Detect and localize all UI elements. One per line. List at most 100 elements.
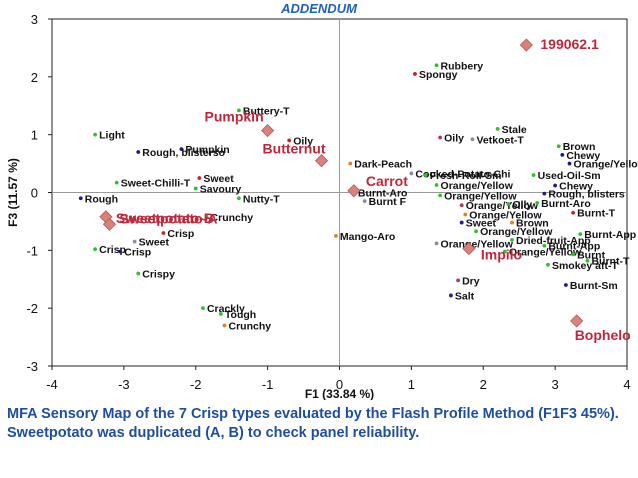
- attribute-label: Sweet-Chilli-T: [121, 178, 191, 190]
- x-tick-label: -4: [46, 377, 58, 392]
- product-marker: [519, 38, 533, 52]
- product-marker: [570, 314, 584, 328]
- attribute-point: [456, 278, 460, 283]
- attribute-label: Oily: [293, 135, 313, 147]
- attribute-label: Vetkoet-T: [476, 134, 524, 146]
- product-label: Sweetpotato-A: [120, 210, 218, 226]
- attribute-label: Crackly: [207, 303, 245, 315]
- attribute-point: [236, 196, 241, 201]
- mfa-sensory-map: -4 -3 -2 -1 0 1 2 3 4 3 2 1 0 -1 -2 -3 F1 (33.84 %) F3 (1…: [6, 12, 638, 400]
- attribute-point: [553, 183, 558, 188]
- attribute-point: [93, 247, 98, 252]
- attribute-point: [459, 220, 464, 225]
- x-tick-label: -1: [262, 377, 274, 392]
- attribute-point: [438, 135, 443, 140]
- attribute-label: Chewy: [566, 150, 600, 162]
- attribute-label: Rough, blisters: [548, 189, 625, 201]
- attribute-label: Dry: [462, 275, 480, 287]
- attribute-point: [474, 229, 478, 234]
- attribute-label: Burnt-Aro: [358, 188, 408, 200]
- product-label: Impilo: [481, 247, 522, 263]
- attribute-label: Orange/Yellow: [441, 180, 514, 192]
- attribute-point: [236, 108, 241, 113]
- attribute-point: [510, 220, 514, 225]
- attribute-label: Oily: [444, 133, 464, 145]
- attribute-label: Orange/Yellow: [509, 246, 582, 258]
- attribute-point: [287, 138, 292, 143]
- attribute-point: [510, 238, 514, 242]
- attribute-point: [201, 306, 205, 311]
- y-tick-label: -3: [26, 359, 38, 374]
- attribute-label: Spongy: [419, 69, 458, 81]
- x-tick-label: 0: [336, 377, 343, 392]
- attribute-label: Burnt F: [369, 196, 407, 208]
- product-label: Butternut: [263, 141, 326, 157]
- attribute-label: Light: [99, 130, 125, 142]
- attribute-label: Cooked-Potato-Chi: [415, 168, 510, 180]
- attribute-point: [470, 137, 475, 142]
- attribute-label: Orange/Yellow: [480, 226, 553, 238]
- attribute-point: [567, 161, 572, 166]
- attribute-point: [434, 63, 439, 68]
- attribute-label: Orange/Yellow: [441, 238, 514, 250]
- attribute-label: Orange/Yellow: [574, 159, 638, 171]
- attribute-point: [564, 283, 568, 287]
- attribute-point: [179, 147, 184, 152]
- product-marker: [347, 184, 361, 198]
- attribute-point: [434, 241, 439, 246]
- attribute-point: [193, 186, 198, 191]
- attribute-point: [542, 243, 547, 248]
- addendum-banner: ADDENDUM: [281, 1, 357, 16]
- attribute-point: [413, 72, 417, 76]
- attribute-point: [449, 293, 453, 298]
- attribute-label: Tough: [225, 309, 256, 321]
- attribute-point: [118, 249, 123, 254]
- x-tick-label: 2: [480, 377, 487, 392]
- y-tick-label: 2: [31, 70, 38, 85]
- attribute-point: [585, 258, 590, 263]
- attribute-point: [535, 201, 540, 205]
- attribute-label: Crunchy: [229, 321, 272, 333]
- attribute-point: [423, 173, 428, 178]
- attribute-point: [93, 132, 98, 137]
- x-tick-label: 1: [408, 377, 415, 392]
- attribute-label: Stale: [502, 124, 527, 136]
- product-label: 199062.1: [540, 36, 599, 52]
- attribute-label: Used-Oil-Sm: [538, 170, 601, 182]
- attribute-point: [114, 180, 119, 185]
- attribute-point: [531, 173, 536, 178]
- y-tick-label: -2: [26, 301, 38, 316]
- attribute-label: Brown: [516, 218, 549, 230]
- attribute-label: Chewy: [559, 181, 593, 193]
- product-label: Pumpkin: [205, 109, 264, 125]
- attribute-label: Sweet: [203, 173, 234, 185]
- y-tick-label: 3: [31, 12, 38, 27]
- attribute-point: [542, 191, 547, 196]
- attribute-label: Nutty-T: [243, 193, 280, 205]
- attribute-point: [463, 212, 468, 217]
- x-tick-label: 3: [552, 377, 559, 392]
- attribute-point: [560, 153, 565, 157]
- attribute-label: Burnt-App: [584, 229, 636, 241]
- attribute-point: [502, 249, 507, 254]
- attribute-label: Burnt-Aro: [541, 198, 591, 210]
- product-marker: [102, 217, 117, 231]
- attribute-label: Orange/Yellow: [466, 200, 539, 212]
- attribute-point: [197, 176, 202, 180]
- attribute-label: Crisp: [124, 246, 151, 258]
- y-axis-title: F3 (11.57 %): [6, 158, 20, 227]
- attribute-point: [409, 171, 414, 176]
- attribute-point: [222, 323, 227, 328]
- attribute-label: Orange/Yellow: [444, 190, 517, 202]
- x-tick-label: -2: [190, 377, 202, 392]
- attribute-label: Pumpkin: [185, 144, 229, 156]
- attribute-label: Salt: [455, 290, 475, 302]
- attribute-label: Burnt-App: [548, 241, 600, 253]
- attribute-point: [459, 203, 464, 208]
- attribute-label: Oily: [512, 199, 532, 211]
- attribute-point: [546, 262, 550, 267]
- product-label: Bophelo: [575, 327, 631, 343]
- attribute-point: [219, 312, 223, 316]
- attribute-point: [495, 126, 500, 131]
- attribute-point: [204, 214, 209, 219]
